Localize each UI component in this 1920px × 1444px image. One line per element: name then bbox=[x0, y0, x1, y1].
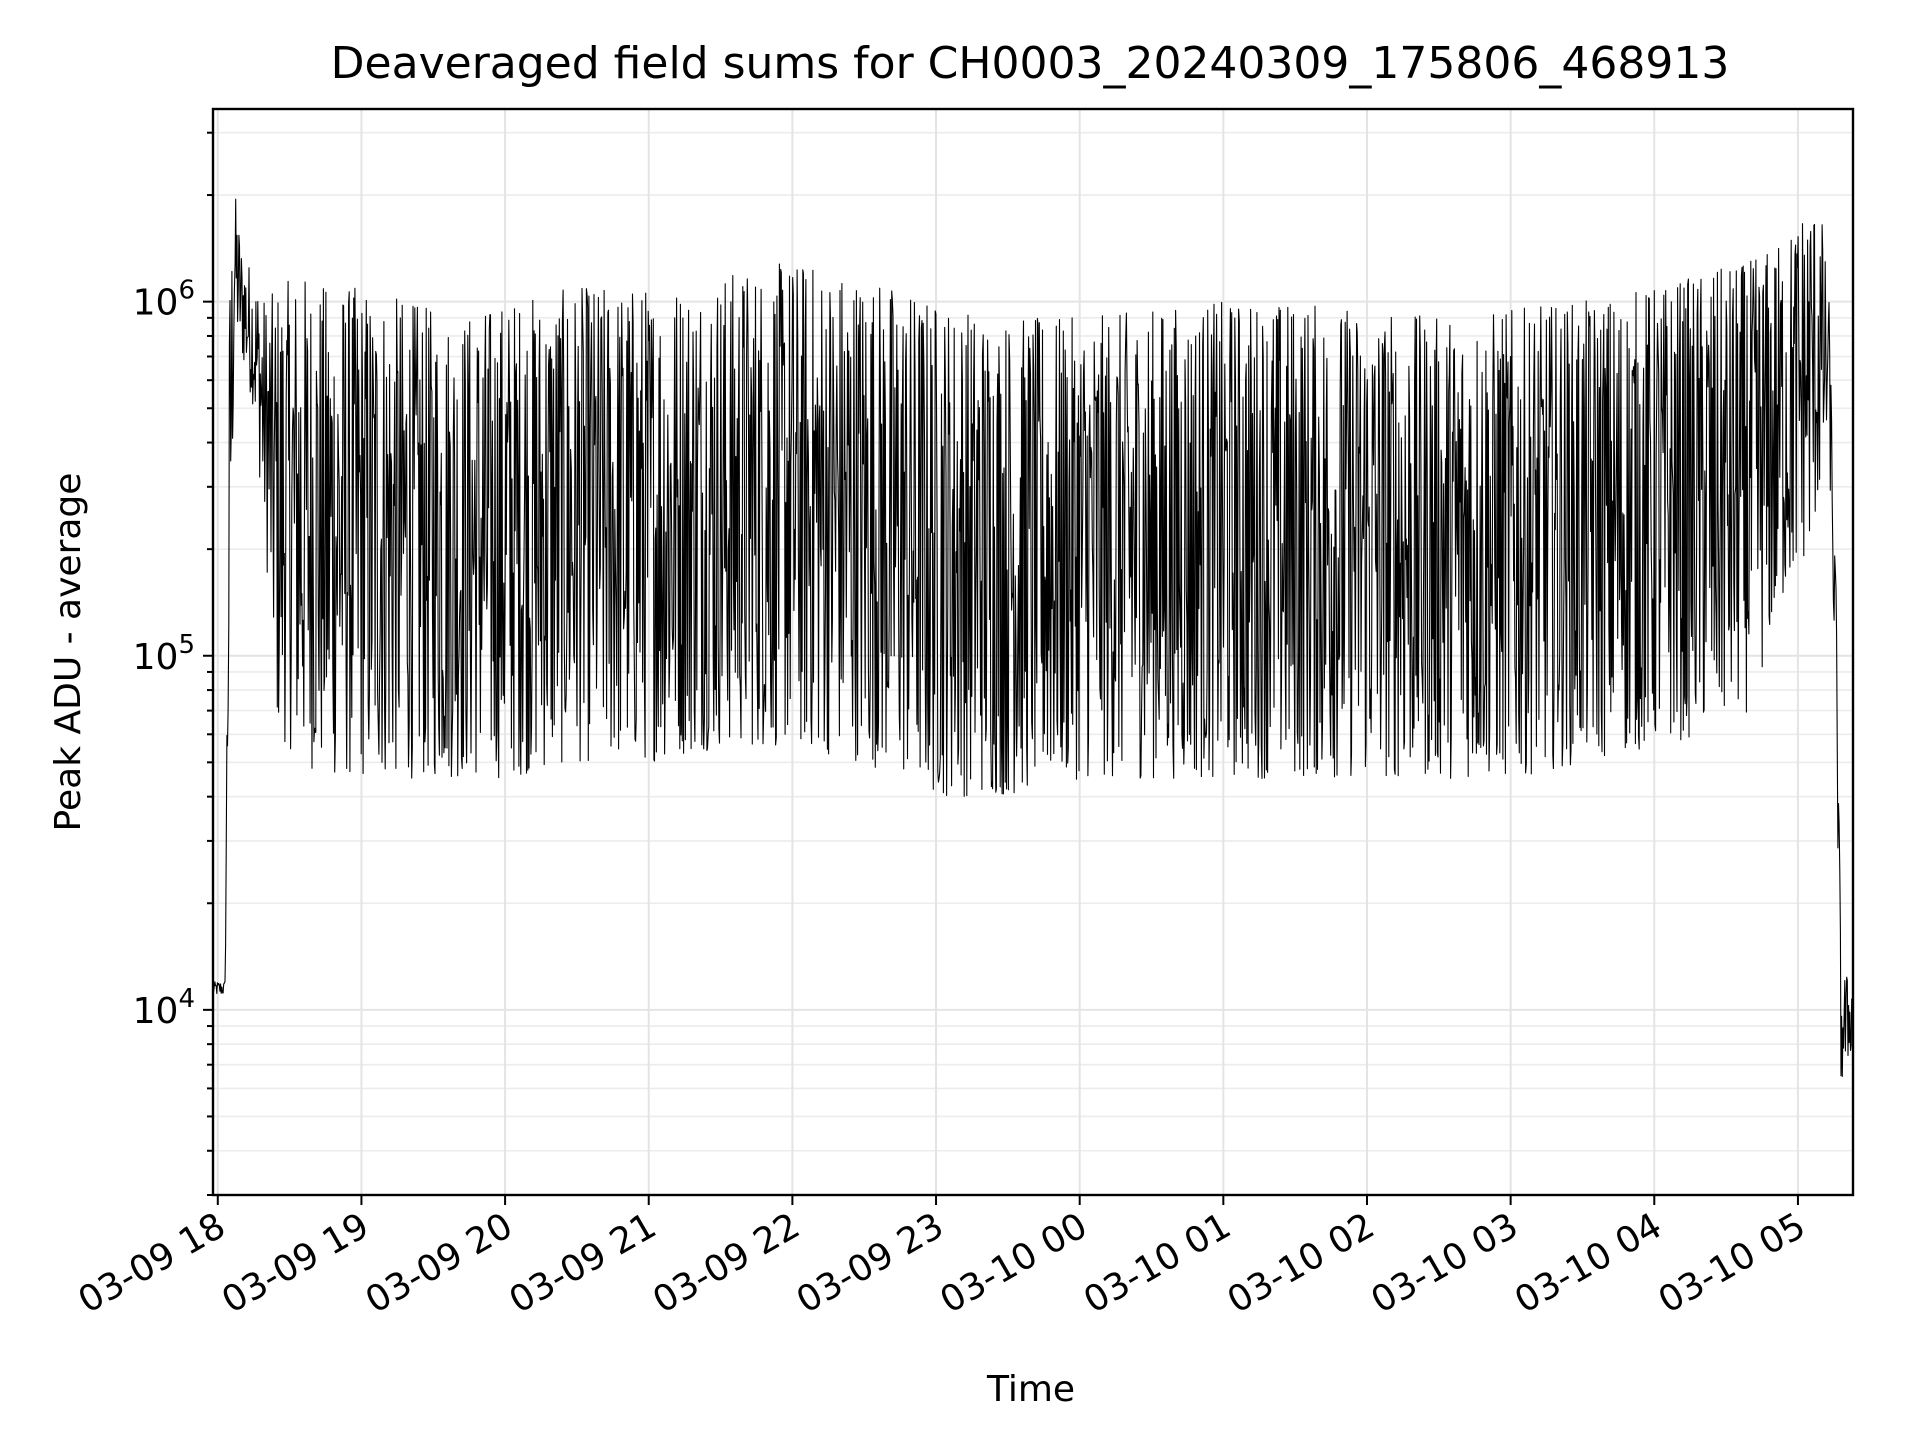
y-tick-label: 106 bbox=[133, 276, 195, 324]
x-tick-label: 03-09 22 bbox=[646, 1205, 807, 1321]
x-tick-label: 03-09 18 bbox=[72, 1205, 233, 1321]
x-tick-label: 03-10 05 bbox=[1652, 1205, 1813, 1321]
x-tick-label: 03-10 04 bbox=[1508, 1205, 1669, 1321]
x-tick-label: 03-09 23 bbox=[790, 1205, 951, 1321]
series-line bbox=[212, 198, 1854, 1078]
x-axis-label: Time bbox=[986, 1369, 1075, 1410]
series-layer bbox=[212, 198, 1854, 1078]
x-tick-label: 03-09 20 bbox=[359, 1205, 520, 1321]
x-tick-label: 03-09 19 bbox=[215, 1205, 376, 1321]
x-tick-label: 03-10 00 bbox=[934, 1205, 1095, 1321]
x-tick-label: 03-10 01 bbox=[1077, 1205, 1238, 1321]
y-axis: 104 105 106 bbox=[133, 131, 213, 1196]
x-tick-label: 03-09 21 bbox=[503, 1205, 664, 1321]
x-tick-label: 03-10 03 bbox=[1364, 1205, 1525, 1321]
y-tick-label: 104 bbox=[133, 984, 195, 1032]
y-axis-label: Peak ADU - average bbox=[48, 473, 89, 832]
chart-title: Deaveraged field sums for CH0003_2024030… bbox=[331, 38, 1730, 89]
x-tick-label: 03-10 02 bbox=[1221, 1205, 1382, 1321]
y-tick-label: 105 bbox=[133, 630, 195, 678]
plot-area-frame bbox=[211, 107, 1855, 1197]
